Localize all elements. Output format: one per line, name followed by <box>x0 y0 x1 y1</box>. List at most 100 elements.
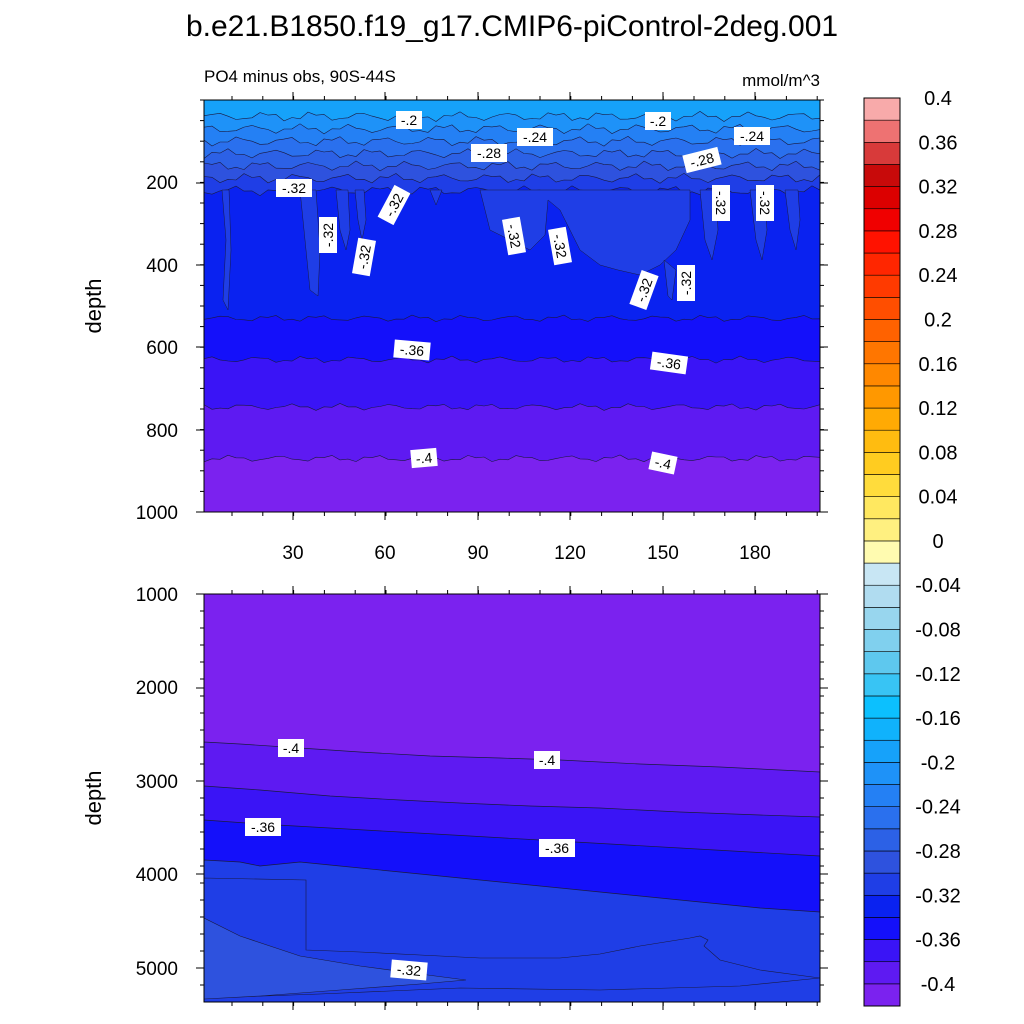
svg-text:-.32: -.32 <box>550 233 570 260</box>
colorbar-tick-label: 0.04 <box>919 487 958 509</box>
svg-text:-.32: -.32 <box>632 276 655 304</box>
bottom-axis-ticks <box>196 586 828 1010</box>
top-ytick-label: 1000 <box>136 503 178 524</box>
svg-text:-.32: -.32 <box>320 223 336 247</box>
colorbar-tick-label: -0.16 <box>915 708 961 730</box>
colorbar-box <box>863 496 901 520</box>
svg-text:-.36: -.36 <box>545 840 569 856</box>
colorbar-box <box>863 961 901 985</box>
colorbar-tick-label: 0.2 <box>924 310 952 332</box>
colorbar-tick-label: 0.4 <box>924 88 952 110</box>
svg-text:-.36: -.36 <box>399 341 425 359</box>
xtick-label: 30 <box>282 543 303 564</box>
contour-label: -.36 <box>393 339 431 361</box>
intrusion-5 <box>429 189 443 206</box>
colorbar-box <box>863 607 901 630</box>
svg-text:-.32: -.32 <box>504 223 524 250</box>
colorbar-box <box>863 341 901 365</box>
svg-text:-.36: -.36 <box>251 819 275 835</box>
bottom-panel: 1000 2000 3000 4000 5000 depth -.4 -.4 -… <box>81 585 828 1010</box>
colorbar-tick-label: -0.36 <box>915 930 961 952</box>
svg-text:-.36: -.36 <box>656 353 682 372</box>
colorbar-box <box>863 939 901 963</box>
contour-label: -.32 <box>276 179 312 197</box>
contour-label: -.36 <box>649 351 689 375</box>
top-ylabel: depth <box>81 278 106 333</box>
bottom-ytick-label: 3000 <box>136 772 178 793</box>
svg-text:-.4: -.4 <box>653 453 673 472</box>
svg-text:-.2: -.2 <box>650 113 667 129</box>
top-yticks: 200 400 600 800 1000 <box>136 173 178 524</box>
contour-label: -.32 <box>756 185 774 221</box>
contour-label: -.4 <box>278 739 304 757</box>
contour-label: -.4 <box>410 447 438 469</box>
bottom-contour-labels: -.4 -.4 -.36 -.36 -.32 <box>245 739 575 981</box>
colorbar-tick-label: -0.4 <box>921 974 955 996</box>
colorbar-box <box>863 297 901 320</box>
colorbar-box <box>863 385 901 409</box>
contour-label: -.2 <box>645 112 671 130</box>
colorbar-box <box>863 762 901 785</box>
top-intrusions <box>221 189 801 311</box>
top-contour-labels: -.2 -.2 -.24 -.24 -.28 -.28 -.32 -.32 -.… <box>276 111 774 475</box>
colorbar-tick-label: 0.16 <box>919 354 958 376</box>
svg-text:-.32: -.32 <box>713 191 729 215</box>
colorbar-box <box>863 562 901 586</box>
colorbar-box <box>863 164 901 187</box>
colorbar-tick-label: -0.12 <box>915 664 961 686</box>
top-band-l040 <box>204 454 820 512</box>
bottom-ytick-label: 4000 <box>136 865 178 886</box>
svg-text:-.4: -.4 <box>415 449 433 466</box>
svg-text:-.24: -.24 <box>740 128 764 144</box>
colorbar-box <box>863 186 901 210</box>
contour-label: -.24 <box>734 127 770 145</box>
colorbar-box <box>863 739 901 763</box>
colorbar-box <box>863 141 901 165</box>
colorbar-boxes <box>863 97 901 1007</box>
contour-label: -.32 <box>502 216 526 256</box>
svg-text:-.32: -.32 <box>282 180 306 196</box>
top-xticks: 30 60 90 120 150 180 <box>282 543 770 564</box>
svg-text:-.2: -.2 <box>401 112 418 128</box>
contour-label: -.32 <box>390 959 428 981</box>
colorbar-box <box>863 806 901 830</box>
contour-label: -.28 <box>471 144 507 162</box>
colorbar-box <box>863 363 901 387</box>
colorbar-box <box>863 119 901 143</box>
colorbar-box <box>863 983 901 1007</box>
xtick-label: 150 <box>647 543 679 564</box>
top-contour-fill <box>204 100 820 512</box>
colorbar-box <box>863 230 901 254</box>
intrusion-4 <box>354 189 367 241</box>
svg-text:-.28: -.28 <box>477 145 501 161</box>
contour-label: -.32 <box>319 217 337 253</box>
intrusion-3 <box>335 189 351 251</box>
xtick-label: 180 <box>739 543 771 564</box>
colorbar-box <box>863 784 901 807</box>
colorbar-tick-label: 0.28 <box>919 221 958 243</box>
svg-text:-.32: -.32 <box>678 271 694 295</box>
contour-label: -.24 <box>517 128 553 146</box>
colorbar-box <box>863 917 901 940</box>
svg-text:-.32: -.32 <box>396 961 422 979</box>
colorbar-box <box>863 695 901 719</box>
bottom-ytick-label: 2000 <box>136 678 178 699</box>
colorbar-frame <box>863 97 901 1007</box>
colorbar-tick-label: 0.12 <box>919 398 958 420</box>
top-axis-ticks <box>196 92 828 520</box>
xtick-label: 60 <box>374 543 395 564</box>
bottom-yticks: 1000 2000 3000 4000 5000 <box>136 585 178 980</box>
colorbar-box <box>863 894 901 918</box>
contour-label: -.28 <box>682 146 722 174</box>
contour-label: -.36 <box>539 839 575 857</box>
colorbar-box <box>863 673 901 697</box>
colorbar-box <box>863 717 901 741</box>
xtick-label: 90 <box>467 543 488 564</box>
colorbar-box <box>863 274 901 298</box>
svg-text:-.32: -.32 <box>354 244 374 271</box>
top-ytick-label: 800 <box>146 421 178 442</box>
colorbar-box <box>863 319 901 342</box>
contour-label: -.2 <box>396 111 422 129</box>
top-ytick-label: 200 <box>146 173 178 194</box>
